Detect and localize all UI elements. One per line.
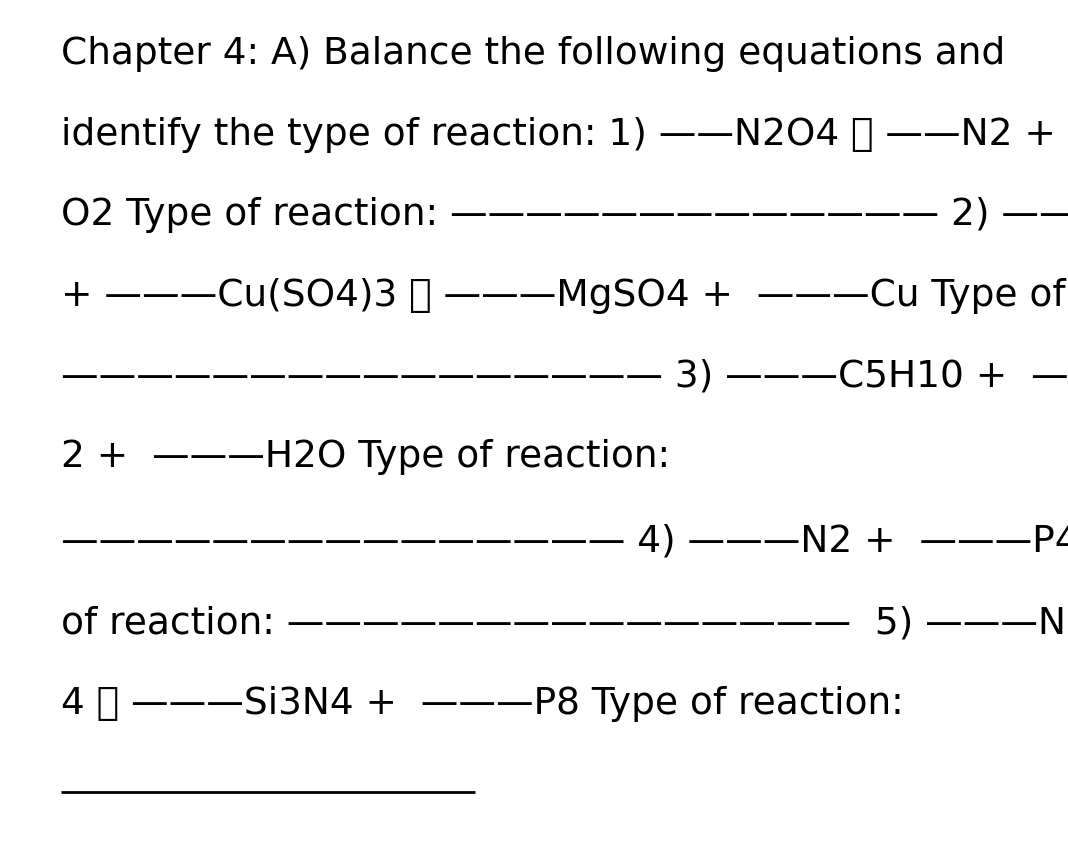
Text: + ———Cu(SO4)3 ⭢ ———MgSO4 +  ———Cu Type of reaction:: + ———Cu(SO4)3 ⭢ ———MgSO4 + ———Cu Type of… [61,278,1068,314]
Text: O2 Type of reaction: ————————————— 2) ———Mg: O2 Type of reaction: ————————————— 2) ——… [61,197,1068,233]
Text: Chapter 4: A) Balance the following equations and: Chapter 4: A) Balance the following equa… [61,36,1005,72]
Text: ———————————————— 3) ———C5H10 +  ———O3 ⭢ ———CO: ———————————————— 3) ———C5H10 + ———O3 ⭢ —… [61,358,1068,395]
Text: 2 +  ———H2O Type of reaction:: 2 + ———H2O Type of reaction: [61,439,670,476]
Text: identify the type of reaction: 1) ——N2O4 ⭢ ——N2 +  ——: identify the type of reaction: 1) ——N2O4… [61,116,1068,153]
Text: of reaction: ———————————————  5) ———N2 +  ———Si3P: of reaction: ——————————————— 5) ———N2 + … [61,605,1068,641]
Text: ——————————————— 4) ———N2 +  ———P4 ⭢ ———PN Type: ——————————————— 4) ———N2 + ———P4 ⭢ ———PN… [61,524,1068,561]
Text: 4 ⭢ ———Si3N4 +  ———P8 Type of reaction:: 4 ⭢ ———Si3N4 + ———P8 Type of reaction: [61,686,904,722]
